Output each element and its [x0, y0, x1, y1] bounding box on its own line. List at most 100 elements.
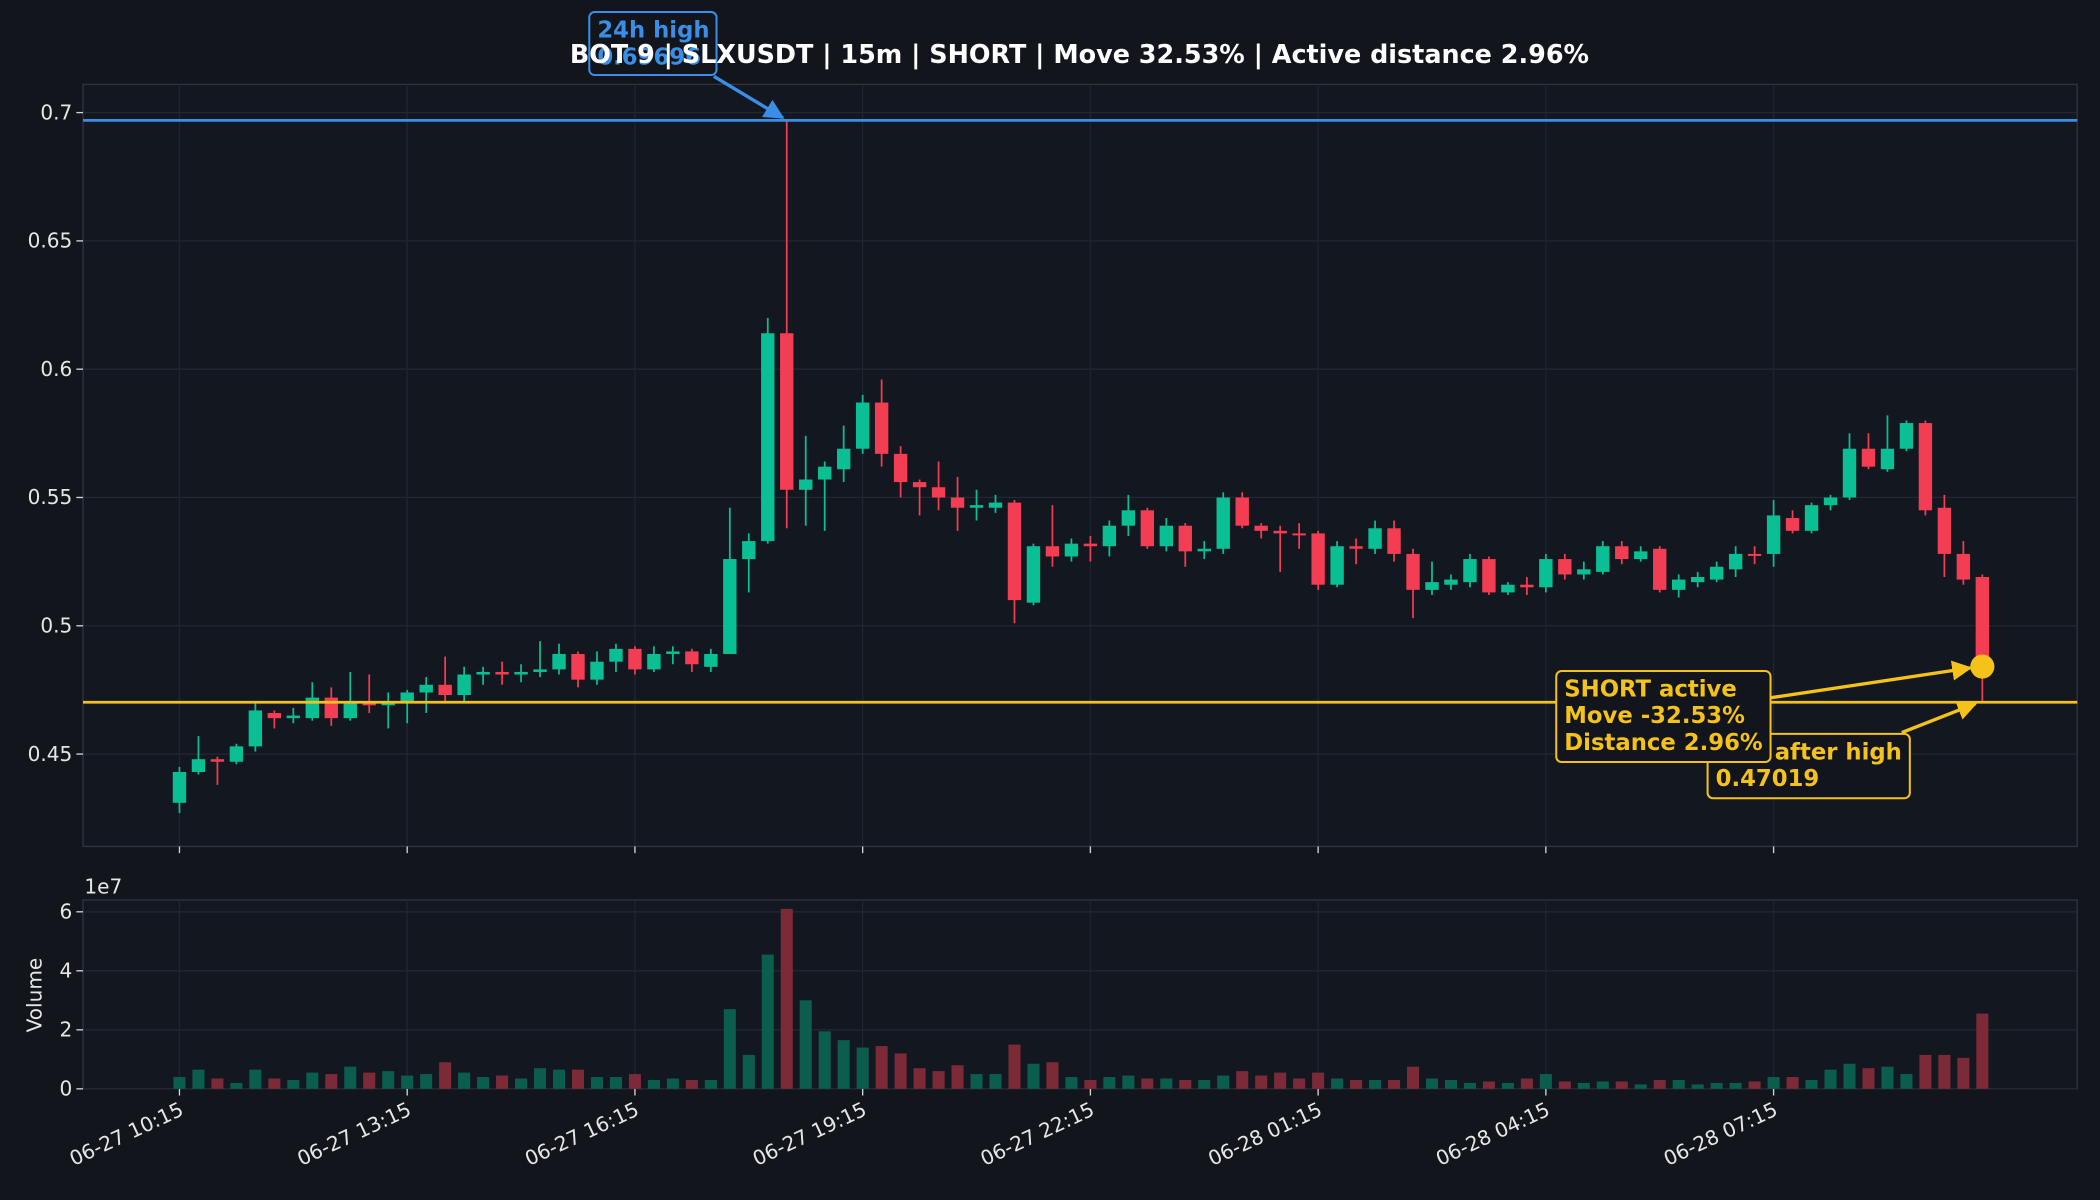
volume-bar	[1008, 1044, 1021, 1089]
volume-bar	[439, 1062, 452, 1089]
y-axis-label: Volume	[23, 958, 47, 1033]
volume-bar	[382, 1071, 395, 1089]
volume-bar	[230, 1082, 243, 1089]
candle-body	[248, 710, 263, 747]
chart-title: BOT 9 | SLXUSDT | 15m | SHORT | Move 32.…	[570, 39, 1589, 69]
volume-bar	[1824, 1069, 1837, 1089]
volume-bar	[1938, 1054, 1951, 1089]
volume-bar	[780, 908, 793, 1089]
y-tick-label: 0	[60, 1077, 73, 1101]
volume-bar	[249, 1069, 262, 1089]
candle-body	[1918, 423, 1933, 511]
annotation-arrow	[1901, 700, 1978, 735]
candle-body	[1444, 579, 1458, 585]
volume-bar	[1179, 1079, 1192, 1089]
candle-body	[685, 651, 699, 665]
volume-bar	[211, 1078, 224, 1089]
candle-body	[533, 669, 547, 672]
volume-bar	[1539, 1074, 1552, 1089]
volume-bar	[1767, 1077, 1780, 1089]
volume-bar	[1103, 1077, 1116, 1089]
volume-bar	[1691, 1084, 1704, 1089]
candle-body	[931, 487, 946, 498]
candle-body	[438, 684, 452, 696]
candle-body	[1140, 510, 1155, 547]
volume-bar	[837, 1040, 850, 1089]
candle-body	[1387, 528, 1401, 554]
candle-body	[1197, 548, 1211, 552]
candle-body	[1690, 577, 1705, 583]
annotation-text: 0.69696	[597, 44, 701, 70]
volume-bar	[552, 1069, 566, 1089]
candle-body	[704, 653, 718, 667]
y-tick-label: 0.5	[40, 613, 72, 637]
candle-body	[1254, 525, 1268, 531]
candle-body	[1956, 553, 1971, 580]
volume-bar	[344, 1066, 357, 1089]
volume-bar	[1729, 1082, 1742, 1089]
candle-body	[1501, 584, 1515, 593]
candle-body	[723, 559, 737, 654]
candle-body	[855, 402, 870, 449]
candle-body	[950, 497, 965, 508]
volume-bar	[1900, 1074, 1913, 1089]
candle-body	[1083, 543, 1098, 547]
candle-body	[799, 479, 813, 490]
volume-bar	[173, 1077, 186, 1089]
candle-body	[1766, 515, 1781, 554]
candle-body	[1178, 525, 1192, 552]
candle-body	[1026, 546, 1041, 603]
status-text: Move -32.53%	[1564, 703, 1745, 729]
y-tick-label: 0.6	[40, 357, 72, 381]
candle-body	[514, 671, 528, 675]
candle-body	[609, 648, 623, 662]
volume-bar	[534, 1068, 547, 1089]
candle-body	[761, 333, 775, 542]
candle-body	[1653, 548, 1667, 590]
volume-bar	[1596, 1081, 1609, 1089]
volume-bar	[458, 1072, 471, 1089]
volume-bar	[1748, 1081, 1761, 1089]
candle-body	[647, 653, 661, 670]
y-tick-label: 4	[60, 959, 73, 983]
candle-body	[172, 772, 187, 803]
annotation-text: 24h high	[597, 18, 709, 44]
volume-bar	[1786, 1077, 1799, 1089]
volume-bar	[420, 1074, 433, 1089]
volume-bar	[401, 1075, 414, 1089]
candle-body	[836, 448, 851, 470]
candle-body	[1823, 497, 1838, 506]
volume-bar	[932, 1071, 945, 1089]
candle-body	[1577, 569, 1591, 575]
price-panel	[82, 83, 2078, 848]
candle-body	[1368, 528, 1382, 549]
volume-bar	[1501, 1082, 1514, 1089]
candle-body	[1842, 448, 1857, 498]
candle-body	[1311, 533, 1325, 585]
volume-bar	[685, 1079, 698, 1089]
volume-bar	[1862, 1068, 1875, 1089]
volume-bar	[1046, 1062, 1059, 1089]
volume-bar	[818, 1031, 831, 1089]
volume-bar	[647, 1079, 660, 1089]
candle-body	[1804, 505, 1819, 531]
volume-bar	[742, 1054, 755, 1089]
candle-body	[1709, 566, 1724, 580]
volume-bar	[1312, 1072, 1325, 1089]
candle-body	[210, 759, 225, 762]
volume-bar	[1160, 1078, 1173, 1089]
volume-bar	[1957, 1057, 1970, 1089]
volume-panel	[82, 899, 2078, 1090]
candle-body	[571, 653, 585, 680]
candle-body	[419, 684, 433, 693]
candle-body	[893, 453, 908, 483]
volume-bar	[1084, 1079, 1097, 1089]
volume-bar	[951, 1065, 964, 1089]
volume-bar	[325, 1074, 338, 1089]
y-tick-label: 0.65	[28, 229, 73, 253]
candle-body	[1064, 543, 1079, 557]
candle-body	[628, 648, 642, 670]
candle-body	[1406, 553, 1420, 590]
y-tick-label: 0.55	[28, 485, 73, 509]
volume-bar	[590, 1077, 603, 1089]
